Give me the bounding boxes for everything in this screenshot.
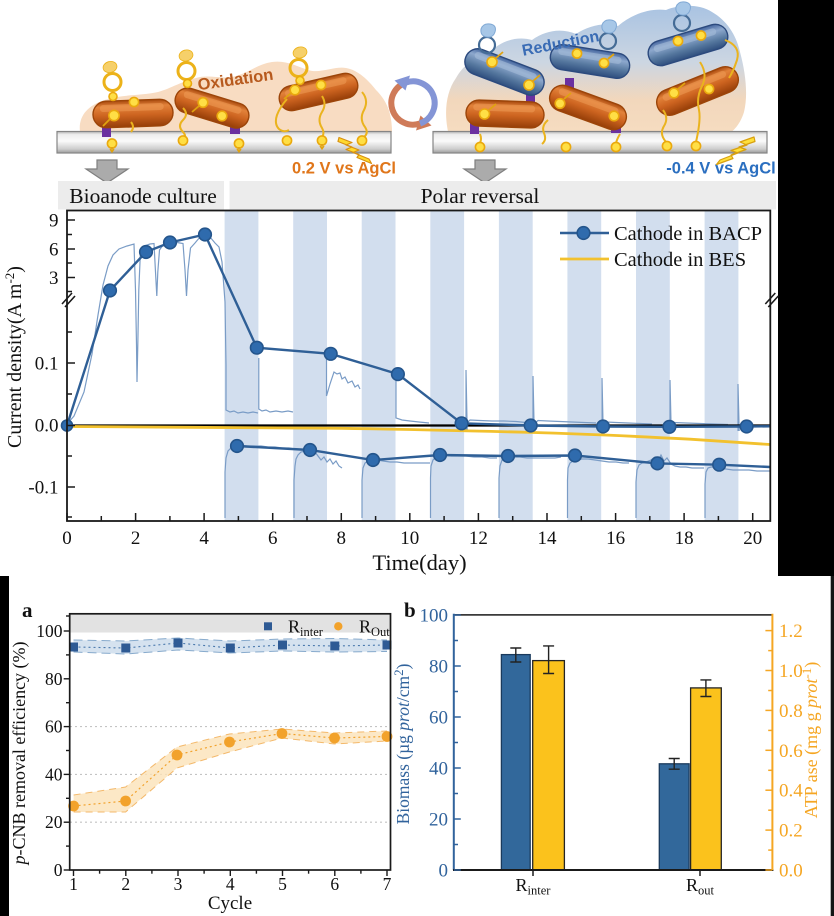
- svg-text:60: 60: [429, 708, 448, 729]
- svg-text:Cathode in BACP: Cathode in BACP: [614, 223, 762, 245]
- svg-text:Rout: Rout: [686, 875, 715, 898]
- svg-text:6: 6: [330, 874, 339, 894]
- svg-text:0.2 V vs AgCl: 0.2 V vs AgCl: [292, 160, 396, 178]
- svg-text:16: 16: [606, 528, 625, 549]
- svg-text:ATP ase (mg g prot-1): ATP ase (mg g prot-1): [799, 662, 822, 819]
- svg-text:1.2: 1.2: [779, 621, 803, 642]
- svg-text:Cathode in BES: Cathode in BES: [614, 249, 746, 271]
- svg-text:p-CNB removal efficiency (%): p-CNB removal efficiency (%): [9, 641, 30, 866]
- svg-text:0.2: 0.2: [779, 821, 803, 842]
- svg-text:100: 100: [420, 606, 449, 627]
- svg-text:b: b: [404, 598, 416, 622]
- svg-text:1.0: 1.0: [779, 661, 803, 682]
- svg-text:4: 4: [226, 874, 235, 894]
- svg-text:80: 80: [429, 657, 448, 678]
- svg-text:-0.1: -0.1: [28, 478, 58, 499]
- svg-text:40: 40: [429, 759, 448, 780]
- svg-text:Bioanode culture: Bioanode culture: [69, 184, 216, 208]
- svg-text:Polar reversal: Polar reversal: [421, 184, 540, 208]
- svg-text:0: 0: [439, 861, 449, 882]
- svg-text:0.0: 0.0: [779, 861, 803, 882]
- svg-text:a: a: [22, 598, 33, 622]
- svg-text:6: 6: [49, 240, 59, 261]
- svg-text:0: 0: [62, 528, 72, 549]
- svg-text:20: 20: [743, 528, 762, 549]
- svg-text:2: 2: [121, 874, 130, 894]
- svg-text:40: 40: [45, 764, 63, 784]
- svg-text:20: 20: [45, 812, 63, 832]
- svg-text:18: 18: [675, 528, 694, 549]
- svg-text:1: 1: [69, 874, 78, 894]
- svg-text:Time(day): Time(day): [372, 550, 466, 575]
- svg-text:12: 12: [469, 528, 488, 549]
- svg-text:2: 2: [131, 528, 141, 549]
- svg-text:-0.4 V vs AgCl: -0.4 V vs AgCl: [666, 160, 775, 178]
- svg-text:0.8: 0.8: [779, 701, 803, 722]
- svg-text:7: 7: [383, 874, 392, 894]
- svg-text:3: 3: [174, 874, 183, 894]
- svg-text:14: 14: [538, 528, 558, 549]
- svg-text:10: 10: [400, 528, 419, 549]
- svg-text:0.4: 0.4: [779, 781, 803, 802]
- svg-text:Cycle: Cycle: [208, 893, 252, 914]
- svg-text:80: 80: [45, 669, 63, 689]
- svg-text:100: 100: [36, 621, 63, 641]
- svg-text:60: 60: [45, 717, 63, 737]
- svg-text:Current density(A m-2): Current density(A m-2): [2, 266, 26, 448]
- svg-text:0.6: 0.6: [779, 741, 803, 762]
- svg-text:8: 8: [337, 528, 347, 549]
- svg-text:9: 9: [49, 211, 59, 232]
- svg-text:20: 20: [429, 810, 448, 831]
- svg-text:0: 0: [54, 860, 63, 880]
- svg-text:0.1: 0.1: [35, 354, 59, 375]
- svg-text:4: 4: [199, 528, 209, 549]
- svg-text:Biomass (µg prot/cm2): Biomass (µg prot/cm2): [391, 663, 413, 824]
- svg-text:6: 6: [268, 528, 278, 549]
- svg-text:5: 5: [278, 874, 287, 894]
- svg-text:Rinter: Rinter: [516, 875, 552, 898]
- svg-text:3: 3: [49, 268, 59, 289]
- svg-text:0.0: 0.0: [35, 416, 59, 437]
